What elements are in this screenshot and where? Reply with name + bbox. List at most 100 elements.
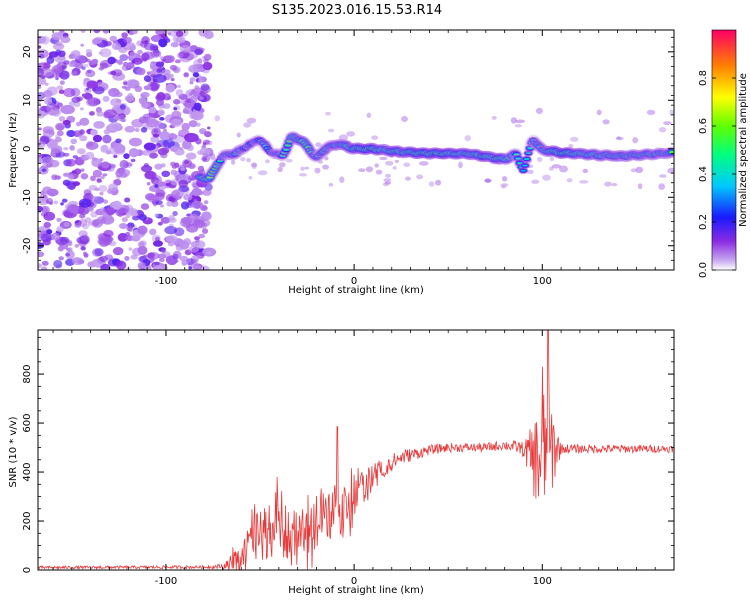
halo-speckle <box>324 156 329 161</box>
noise-speckle <box>71 96 81 103</box>
noise-speckle <box>62 179 71 186</box>
noise-speckle <box>127 64 135 69</box>
noise-speckle <box>146 182 151 186</box>
noise-speckle <box>157 147 168 156</box>
colorbar-tick-label: 0.2 <box>698 214 709 230</box>
noise-speckle <box>179 45 191 53</box>
noise-speckle <box>157 109 165 116</box>
y-tick-label: 20 <box>22 45 33 58</box>
noise-speckle <box>179 146 184 151</box>
noise-speckle <box>184 160 190 165</box>
noise-speckle <box>117 59 123 65</box>
halo-speckle <box>214 115 221 122</box>
noise-speckle <box>158 38 168 48</box>
noise-speckle <box>38 102 41 106</box>
y-tick-label: 400 <box>22 462 33 481</box>
noise-speckle <box>137 225 148 235</box>
halo-speckle <box>435 179 442 186</box>
halo-speckle <box>257 170 268 176</box>
halo-speckle <box>392 166 397 170</box>
noise-speckle <box>183 73 189 77</box>
snr-ylabel: SNR (10 * v/v) <box>8 416 19 487</box>
noise-speckle <box>192 63 204 72</box>
figure-title: S135.2023.016.15.53.R14 <box>272 3 442 18</box>
ridge-blob <box>520 169 527 172</box>
noise-speckle <box>132 247 143 257</box>
halo-speckle <box>616 136 622 140</box>
noise-speckle <box>38 85 42 90</box>
noise-speckle <box>111 42 121 50</box>
noise-speckle <box>178 179 189 188</box>
noise-speckle <box>60 36 71 44</box>
noise-speckle <box>129 51 137 58</box>
x-tick-label: 100 <box>533 576 552 587</box>
noise-speckle <box>53 259 63 269</box>
halo-speckle <box>246 117 257 124</box>
noise-speckle <box>98 237 112 246</box>
noise-speckle <box>193 259 197 263</box>
noise-speckle <box>179 255 189 262</box>
noise-speckle <box>42 62 51 70</box>
noise-speckle <box>92 169 103 178</box>
noise-speckle <box>165 83 176 93</box>
noise-speckle <box>102 30 110 34</box>
y-tick-label: 800 <box>22 365 33 384</box>
noise-speckle <box>105 207 115 216</box>
noise-speckle <box>169 64 178 71</box>
noise-speckle <box>46 56 55 64</box>
noise-speckle <box>93 86 105 95</box>
noise-speckle <box>38 157 43 165</box>
halo-speckle <box>542 174 551 181</box>
noise-speckle <box>188 213 199 221</box>
noise-speckle <box>148 106 157 114</box>
noise-speckle <box>61 198 68 203</box>
noise-speckle <box>94 187 100 192</box>
noise-speckle <box>170 178 179 186</box>
noise-speckle <box>172 250 182 260</box>
noise-speckle <box>118 168 131 177</box>
noise-speckle <box>61 64 66 69</box>
noise-speckle <box>90 175 96 182</box>
halo-speckle <box>246 157 251 163</box>
halo-speckle <box>385 160 394 166</box>
noise-speckle <box>157 182 165 187</box>
noise-speckle <box>124 125 136 133</box>
noise-speckle <box>76 148 86 155</box>
y-tick-label: 0 <box>22 567 33 573</box>
noise-speckle <box>133 212 138 217</box>
noise-speckle <box>93 121 105 129</box>
noise-speckle <box>150 49 162 58</box>
noise-speckle <box>202 61 213 71</box>
halo-speckle <box>559 165 569 173</box>
halo-speckle <box>379 156 388 161</box>
noise-speckle <box>161 69 171 75</box>
noise-speckle <box>87 207 94 212</box>
noise-speckle <box>137 49 143 55</box>
noise-speckle <box>110 70 117 76</box>
noise-speckle <box>62 73 68 78</box>
spectrogram-ylabel: Frequency (Hz) <box>8 112 19 188</box>
halo-speckle <box>458 161 463 169</box>
ridge-blob <box>283 148 289 151</box>
noise-speckle <box>43 211 56 221</box>
noise-speckle <box>58 116 66 122</box>
spectrogram-image <box>38 30 674 270</box>
noise-speckle <box>72 54 80 60</box>
y-tick-label: -20 <box>22 238 33 254</box>
halo-speckle <box>568 143 574 148</box>
noise-speckle <box>191 200 204 209</box>
halo-speckle <box>604 181 612 187</box>
noise-speckle <box>160 216 171 224</box>
halo-speckle <box>279 162 286 168</box>
halo-speckle <box>669 109 674 116</box>
noise-speckle <box>79 117 90 126</box>
noise-speckle <box>118 222 128 230</box>
noise-speckle <box>130 254 138 260</box>
noise-speckle <box>43 221 52 228</box>
noise-speckle <box>72 130 83 137</box>
noise-speckle <box>155 98 165 107</box>
noise-speckle <box>154 261 160 267</box>
noise-speckle <box>159 131 171 141</box>
noise-speckle <box>95 218 103 224</box>
